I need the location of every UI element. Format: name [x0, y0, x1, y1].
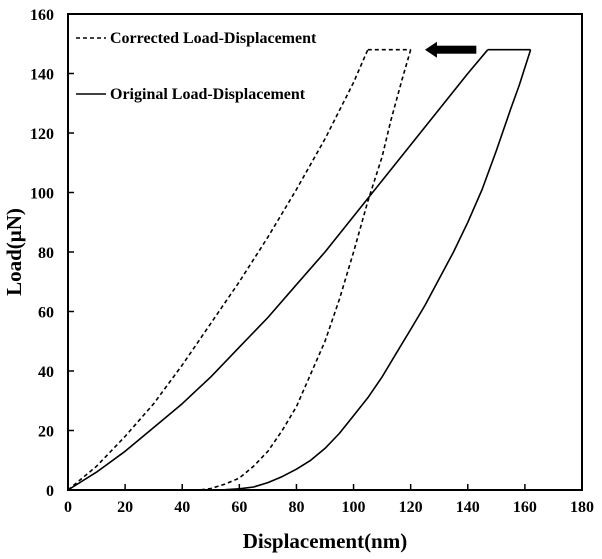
- plot-data-group: [67, 41, 532, 491]
- y-tick-label: 120: [30, 126, 54, 143]
- legend-label: Original Load-Displacement: [110, 86, 306, 103]
- legend-entry: Corrected Load-Displacement: [76, 30, 317, 47]
- y-tick-label: 40: [38, 364, 54, 381]
- arrow-shaft: [435, 45, 477, 54]
- x-tick-label: 20: [117, 499, 133, 516]
- x-tick-label: 60: [231, 499, 247, 516]
- y-tick-label: 60: [38, 305, 54, 322]
- y-tick-label: 80: [38, 245, 54, 262]
- x-axis-title: Displacement(nm): [243, 529, 407, 553]
- x-tick-label: 160: [513, 499, 537, 516]
- x-tick-label: 120: [399, 499, 423, 516]
- legend-entry: Original Load-Displacement: [76, 86, 306, 103]
- arrow-head-icon: [424, 41, 437, 58]
- y-tick-label: 20: [38, 424, 54, 441]
- y-tick-label: 100: [30, 186, 54, 203]
- legend: Corrected Load-Displacement Original Load…: [76, 30, 317, 103]
- series-2-loading-line: [67, 49, 489, 491]
- series-1-unloading-line: [199, 49, 412, 491]
- legend-label: Corrected Load-Displacement: [110, 30, 317, 47]
- annotation-arrow: [424, 41, 477, 58]
- x-tick-label: 40: [174, 499, 190, 516]
- x-tick-label: 180: [570, 499, 594, 516]
- y-tick-label: 0: [46, 483, 54, 500]
- x-tick-label: 80: [288, 499, 304, 516]
- y-tick-label: 140: [30, 67, 54, 84]
- x-tick-label: 100: [342, 499, 366, 516]
- axis-ticks-group: 0 20 40 60 80 100 120 140 160 180 0 20 40 60 80 100 120 1…: [30, 7, 594, 516]
- y-axis-title: Load(μN): [2, 208, 26, 296]
- x-tick-label: 0: [64, 499, 72, 516]
- x-tick-label: 140: [456, 499, 480, 516]
- series-1-loading-line: [67, 49, 369, 491]
- series-2-unloading-line: [202, 49, 532, 491]
- y-tick-label: 160: [30, 7, 54, 24]
